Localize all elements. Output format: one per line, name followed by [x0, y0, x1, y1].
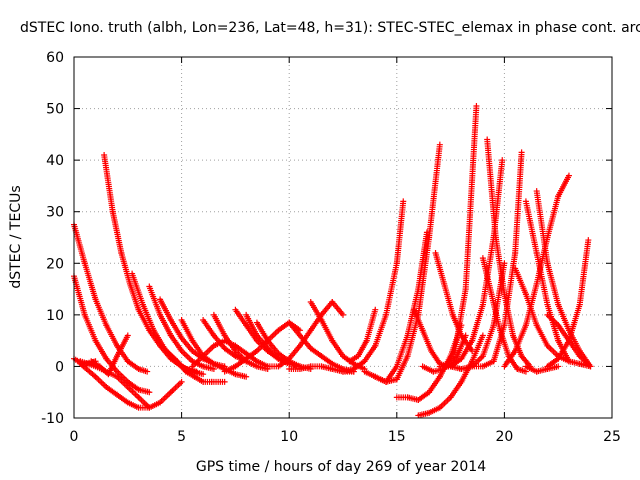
series-arc-43	[544, 237, 592, 370]
series-arc-02	[71, 273, 153, 396]
y-tick-label: 0	[55, 359, 64, 375]
y-tick-label: 20	[46, 256, 64, 272]
series-arc-04	[77, 360, 185, 411]
series-arc-25	[340, 198, 407, 375]
point-marker	[146, 404, 153, 411]
x-tick-label: 20	[495, 429, 513, 445]
x-tick-label: 25	[603, 429, 621, 445]
series-arc-27	[372, 141, 443, 385]
series-arc-36	[469, 149, 525, 370]
x-axis-label: GPS time / hours of day 269 of year 2014	[196, 459, 486, 475]
point-marker	[518, 149, 525, 156]
x-tick-label: 10	[280, 429, 298, 445]
point-marker	[146, 389, 153, 396]
series-arc-40	[512, 265, 594, 370]
y-tick-label: -10	[41, 411, 64, 427]
series-arc-31	[419, 102, 480, 375]
point-marker	[144, 368, 151, 375]
x-tick-label: 5	[177, 429, 186, 445]
point-marker	[221, 378, 228, 385]
y-tick-label: 30	[46, 205, 64, 221]
series-arc-11	[163, 347, 228, 385]
y-tick-label: 10	[46, 308, 64, 324]
point-marker	[473, 102, 480, 109]
point-marker	[479, 332, 486, 339]
point-marker	[522, 368, 529, 375]
point-marker	[436, 141, 443, 148]
point-marker	[243, 373, 250, 380]
point-marker	[193, 368, 200, 375]
series-arc-37	[479, 255, 529, 375]
series-arc-01	[71, 221, 151, 375]
series-arc-42	[544, 311, 594, 370]
y-tick-label: 60	[46, 50, 64, 66]
point-marker	[210, 366, 217, 373]
series-arc-44	[522, 363, 562, 375]
point-marker	[499, 157, 506, 164]
series-arc-08	[129, 270, 200, 375]
series-arc-09	[146, 283, 217, 373]
series-arc-14	[200, 317, 271, 373]
data-points	[71, 102, 594, 419]
point-marker	[221, 363, 228, 370]
x-tick-label: 15	[388, 429, 406, 445]
plot-frame	[73, 56, 613, 419]
point-marker	[124, 332, 131, 339]
axis-ticks: 0 5 10 15 20 25 -10 0 10 20 30 40 50 60	[41, 50, 621, 445]
y-tick-label: 50	[46, 102, 64, 118]
point-marker	[178, 378, 185, 385]
point-marker	[200, 371, 207, 378]
series-arc-39	[522, 198, 572, 365]
series-arc-32	[432, 249, 476, 354]
point-marker	[400, 198, 407, 205]
series-arc-18	[221, 319, 303, 375]
chart-title: dSTEC Iono. truth (albh, Lon=236, Lat=48…	[20, 20, 640, 36]
point-marker	[587, 363, 594, 370]
x-tick-label: 0	[70, 429, 79, 445]
series-arc-29	[415, 332, 486, 419]
series-arc-06	[88, 332, 131, 378]
point-marker	[555, 363, 562, 370]
series-arc-21	[264, 298, 346, 370]
point-marker	[469, 347, 476, 354]
point-marker	[340, 311, 346, 318]
y-axis-label: dSTEC / TECUs	[8, 185, 24, 288]
series-arc-24	[346, 306, 379, 365]
point-marker	[585, 237, 592, 244]
point-marker	[372, 306, 379, 313]
point-marker	[565, 172, 572, 179]
y-tick-label: 40	[46, 153, 64, 169]
